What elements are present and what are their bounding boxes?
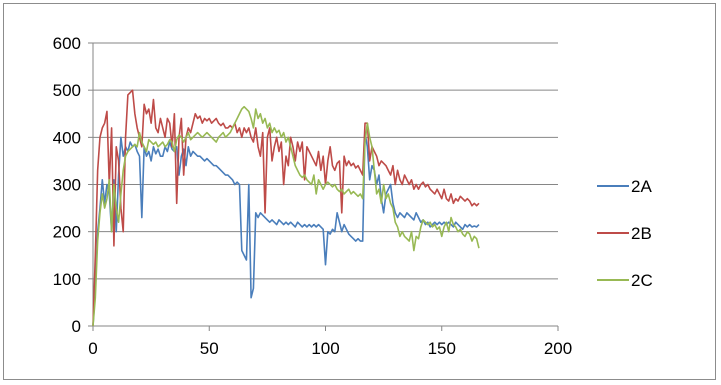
legend: 2A 2B 2C (597, 177, 653, 290)
y-tick-label: 600 (53, 34, 81, 53)
series-line-2b (92, 89, 480, 327)
legend-label-2a: 2A (631, 177, 652, 196)
y-tick-label: 0 (72, 317, 81, 336)
legend-label-2c: 2C (631, 271, 653, 290)
x-tick-label: 200 (544, 339, 572, 358)
x-tick-label: 100 (311, 339, 339, 358)
legend-label-2b: 2B (631, 224, 652, 243)
axes: 0 100 200 300 400 500 600 0 50 100 150 200 (53, 34, 573, 358)
x-tick-label: 50 (200, 339, 219, 358)
gridlines (93, 42, 558, 280)
series-line-2a (92, 131, 480, 327)
x-tick-label: 0 (88, 339, 97, 358)
series-lines (92, 89, 480, 327)
y-tick-label: 200 (53, 223, 81, 242)
series-line-2c (92, 105, 480, 327)
y-tick-label: 100 (53, 270, 81, 289)
y-tick-label: 400 (53, 128, 81, 147)
y-tick-label: 300 (53, 176, 81, 195)
x-tick-label: 150 (428, 339, 456, 358)
y-tick-label: 500 (53, 81, 81, 100)
